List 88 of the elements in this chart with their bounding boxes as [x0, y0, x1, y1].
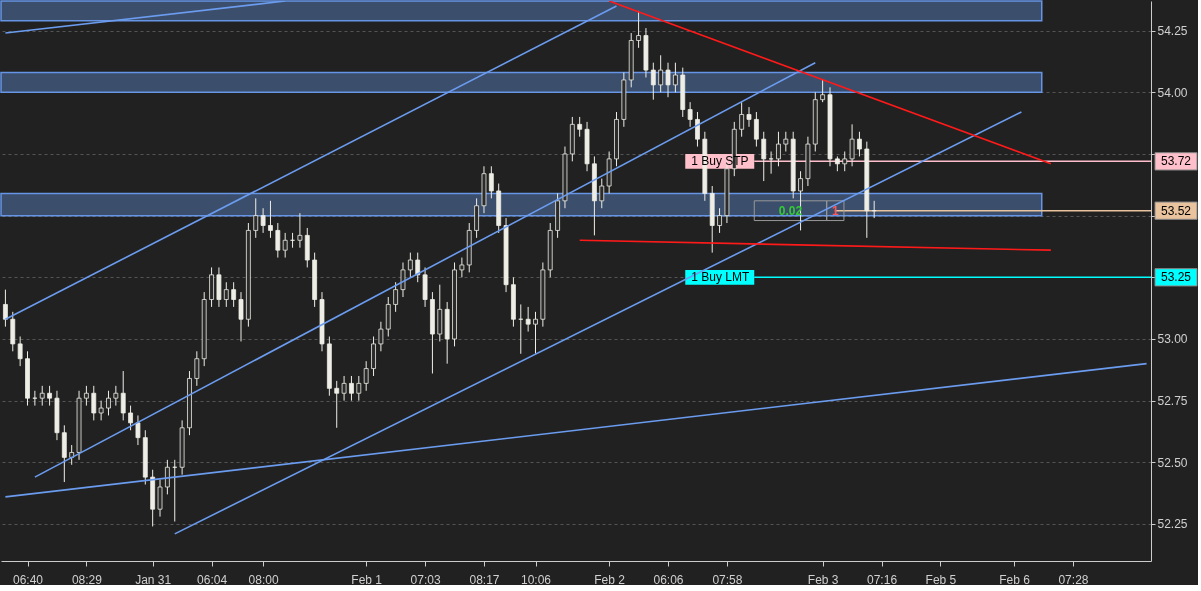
annotation: 1	[831, 203, 839, 218]
candlestick	[91, 385, 97, 421]
candlestick	[275, 222, 281, 259]
candlestick	[415, 252, 421, 283]
candlestick	[282, 232, 288, 259]
candlestick	[378, 321, 384, 352]
candlestick	[106, 390, 111, 416]
text: 53.25	[1160, 270, 1192, 285]
candlestick	[341, 375, 347, 402]
x-tick-label: 10:06	[520, 572, 552, 587]
candlestick	[164, 459, 170, 495]
x-tick-label: 07:03	[410, 572, 441, 587]
candlestick	[260, 207, 266, 234]
candlestick	[842, 150, 848, 172]
x-tick-label: 06:06	[653, 572, 684, 587]
candlestick	[650, 62, 656, 101]
candlestick	[599, 178, 605, 209]
candlestick	[658, 54, 664, 93]
candlestick	[253, 197, 259, 239]
candlestick	[356, 375, 362, 402]
candlestick	[857, 131, 862, 157]
candlestick	[746, 106, 752, 128]
y-tick-label: 53.00	[1157, 332, 1188, 347]
candlestick	[525, 306, 531, 333]
candlestick	[47, 385, 52, 407]
candlestick	[768, 150, 774, 175]
x-tick-label: Jan 31	[135, 572, 172, 587]
candlestick	[783, 131, 789, 152]
candlestick	[577, 116, 583, 138]
candlestick	[84, 385, 89, 407]
candlestick	[363, 360, 369, 392]
candlestick	[98, 400, 104, 421]
x-tick-label: 06:40	[12, 572, 44, 587]
x-tick-label: 06:04	[197, 572, 228, 587]
candlestick	[407, 252, 413, 278]
text: 53.72	[1160, 154, 1192, 169]
candlestick	[761, 131, 767, 182]
candlestick	[157, 479, 163, 518]
x-tick-label: 07:28	[1058, 572, 1089, 587]
candlestick	[69, 444, 75, 466]
candlestick	[120, 370, 126, 421]
candlestick	[231, 281, 237, 308]
y-tick-label: 52.25	[1157, 517, 1188, 532]
candlestick	[334, 380, 340, 429]
candlestick	[776, 131, 781, 167]
candlestick	[238, 291, 244, 342]
candlestick	[194, 350, 200, 387]
candlestick	[400, 262, 406, 298]
candlestick	[349, 375, 354, 402]
candlestick	[113, 385, 119, 407]
candlestick	[636, 10, 641, 49]
candlestick	[849, 123, 855, 167]
text: 53.52	[1160, 203, 1192, 218]
candlestick	[268, 200, 273, 239]
candlestick	[488, 165, 494, 199]
candlestick	[820, 79, 826, 103]
candlestick	[135, 414, 141, 446]
candlestick	[17, 336, 23, 367]
candlestick	[297, 212, 303, 249]
y-tick-label: 52.50	[1157, 455, 1188, 470]
y-tick-label: 54.25	[1157, 24, 1188, 39]
x-tick-label: 08:29	[71, 572, 103, 587]
ref-line-label: 1 Buy LMT	[691, 270, 750, 285]
x-tick-label: Feb 5	[925, 572, 957, 587]
x-tick-label: 08:00	[248, 572, 279, 587]
x-tick-label: Feb 1	[351, 572, 383, 587]
candlestick	[665, 62, 671, 98]
x-tick-label: 07:58	[712, 572, 743, 587]
candlestick	[533, 311, 538, 355]
x-tick-label: 07:16	[867, 572, 898, 587]
x-tick-label: Feb 2	[594, 572, 626, 587]
x-tick-label: Feb 6	[999, 572, 1031, 587]
y-tick-label: 52.75	[1157, 394, 1188, 409]
candlestick	[393, 281, 399, 313]
candlestick	[39, 385, 45, 407]
candlestick	[128, 405, 133, 431]
candlestick	[223, 281, 229, 308]
candlestick	[459, 257, 465, 278]
candlestick	[695, 111, 700, 148]
candlestick	[739, 101, 745, 138]
x-tick-label: 08:17	[469, 572, 500, 587]
candlestick	[3, 289, 8, 328]
candlestick	[687, 101, 693, 128]
y-tick-label: 54.00	[1157, 85, 1188, 100]
candlestick	[717, 207, 722, 234]
candlestick	[753, 111, 759, 148]
candlestick	[672, 62, 678, 93]
x-tick-label: Feb 3	[807, 572, 839, 587]
